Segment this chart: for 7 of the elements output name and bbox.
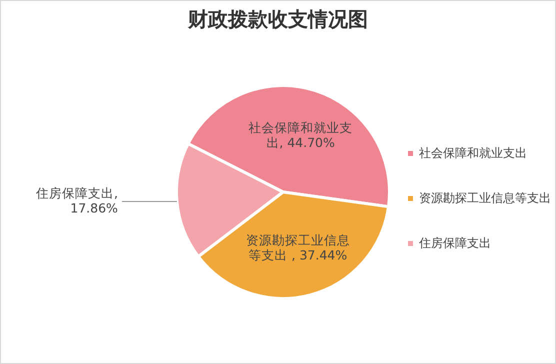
legend-label: 住房保障支出 (419, 234, 491, 252)
legend-label: 社会保障和就业支出 (419, 144, 527, 162)
data-label: 资源勘探工业信息等支出 , 37.44% (246, 232, 350, 262)
chart-title: 财政拨款收支情况图 (186, 6, 369, 33)
legend-label: 资源勘探工业信息等支出 (419, 190, 551, 206)
data-label: 住房保障支出, 17.86% (34, 185, 118, 216)
data-label: 社会保障和就业支出, 44.70% (248, 120, 353, 150)
